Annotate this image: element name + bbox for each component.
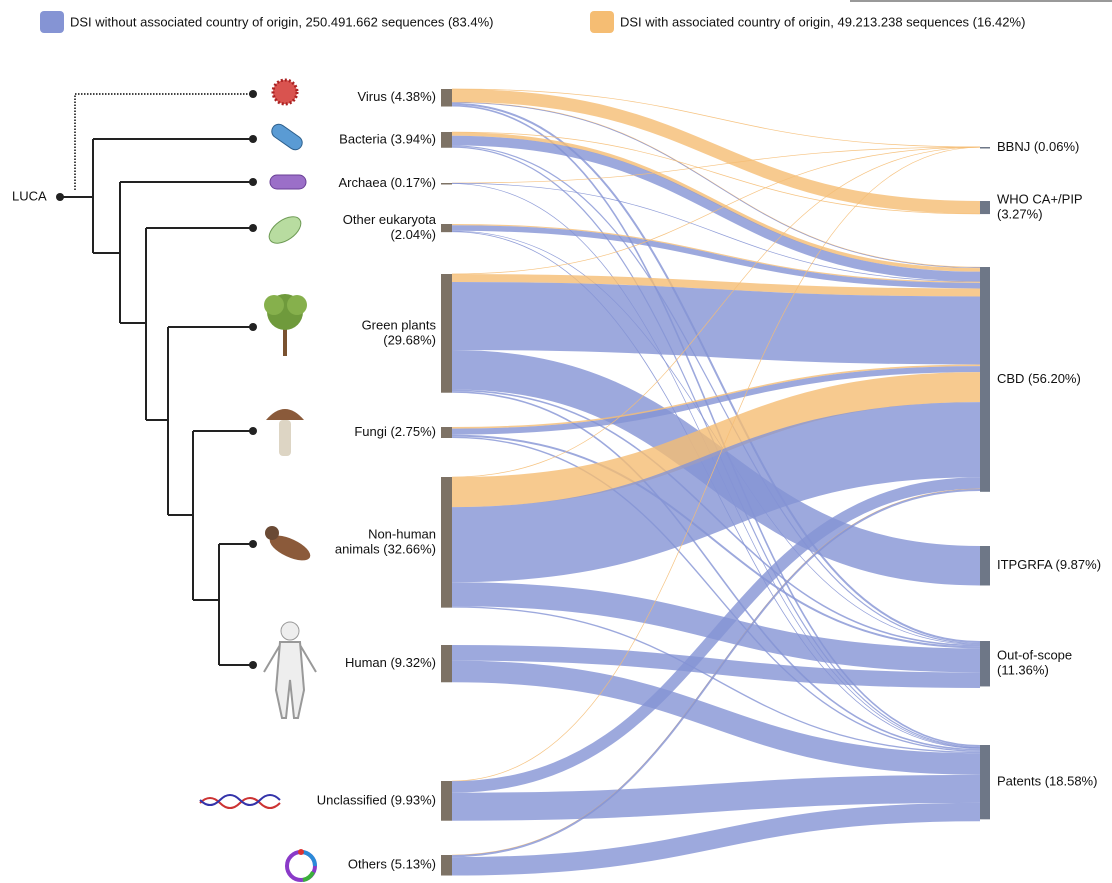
source-node <box>441 781 452 821</box>
source-node <box>441 855 452 876</box>
source-label: (29.68%) <box>383 332 436 347</box>
target-label: WHO CA+/PIP <box>997 191 1083 206</box>
flow <box>451 225 981 289</box>
source-label: Human (9.32%) <box>345 655 436 670</box>
flow <box>451 774 981 821</box>
source-label: Non-human <box>368 526 436 541</box>
flow <box>451 132 981 272</box>
tree: LUCA <box>12 90 257 669</box>
flow <box>451 402 981 583</box>
source-label: animals (32.66%) <box>335 541 436 556</box>
flow <box>451 145 981 645</box>
flow <box>451 364 981 429</box>
target-label: (3.27%) <box>997 206 1043 221</box>
flow <box>451 645 981 688</box>
flow <box>451 146 981 478</box>
source-label: Archaea (0.17%) <box>338 175 436 190</box>
flow <box>451 89 981 214</box>
legend-label: DSI without associated country of origin… <box>70 14 493 29</box>
flow <box>451 102 981 269</box>
flow <box>451 146 981 275</box>
legend-swatch <box>590 11 614 33</box>
flow <box>451 436 981 752</box>
source-label: Virus (4.38%) <box>357 89 436 104</box>
flow <box>451 391 981 751</box>
target-node <box>980 147 990 149</box>
target-label: (11.36%) <box>997 663 1049 678</box>
target-node <box>980 546 990 586</box>
flow <box>451 606 981 754</box>
flow <box>451 101 981 268</box>
source-node <box>441 477 452 608</box>
root-label: LUCA <box>12 188 47 203</box>
target-label: Out-of-scope <box>997 648 1072 663</box>
source-label: Green plants <box>362 317 437 332</box>
links <box>451 88 981 876</box>
flow <box>451 102 981 643</box>
flow <box>451 146 981 184</box>
target-node <box>980 201 990 215</box>
legend-label: DSI with associated country of origin, 4… <box>620 14 1025 29</box>
target-label: ITPGRFA (9.87%) <box>997 557 1101 572</box>
flow <box>451 802 981 876</box>
source-node <box>441 224 452 233</box>
target-node <box>980 745 990 820</box>
source-node <box>441 645 452 683</box>
flow <box>451 135 981 282</box>
flow <box>451 146 981 782</box>
source-label: Other eukaryota <box>343 212 437 227</box>
nodes: Virus (4.38%) Bacteria (3.94%) Archaea (0.… <box>317 89 1101 876</box>
flow <box>451 366 981 435</box>
source-label: Fungi (2.75%) <box>354 424 436 439</box>
flow <box>451 660 981 775</box>
icons <box>199 78 317 882</box>
flow <box>451 131 981 215</box>
flow <box>451 88 981 148</box>
target-node <box>980 267 990 492</box>
source-node <box>441 274 452 393</box>
source-label: Others (5.13%) <box>348 857 436 872</box>
flow <box>451 274 981 297</box>
flow <box>451 372 981 508</box>
flow <box>451 224 981 283</box>
target-label: BBNJ (0.06%) <box>997 139 1079 154</box>
target-label: CBD (56.20%) <box>997 371 1081 386</box>
target-label: Patents (18.58%) <box>997 774 1097 789</box>
source-label: (2.04%) <box>390 227 436 242</box>
flow <box>451 182 981 282</box>
flow <box>451 489 981 858</box>
source-node <box>441 89 452 107</box>
source-node <box>441 183 452 185</box>
source-label: Bacteria (3.94%) <box>339 131 436 146</box>
flow <box>451 477 981 793</box>
legend-swatch <box>40 11 64 33</box>
target-node <box>980 641 990 687</box>
flow <box>451 434 981 649</box>
flow <box>451 282 981 365</box>
source-node <box>441 427 452 438</box>
source-label: Unclassified (9.93%) <box>317 792 436 807</box>
source-node <box>441 132 452 148</box>
